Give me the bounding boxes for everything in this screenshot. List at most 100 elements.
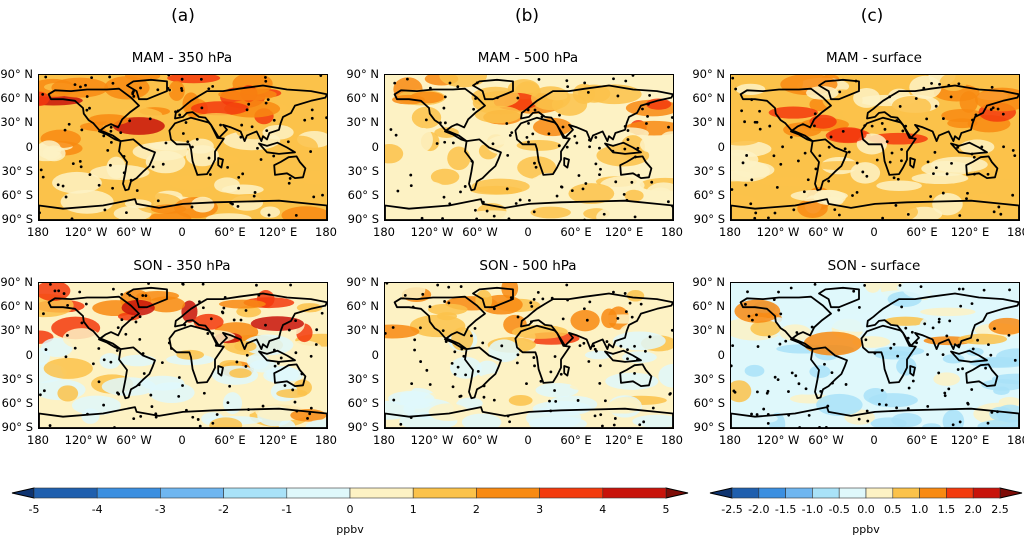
significance-dot [156, 88, 160, 92]
significance-dot [116, 391, 119, 395]
significance-dot [48, 424, 52, 427]
significance-dot [625, 198, 629, 202]
significance-dot [784, 339, 788, 343]
significance-dot [257, 293, 261, 297]
field-contour [828, 127, 867, 143]
significance-dot [64, 195, 68, 199]
colorbar-tick-label: -5 [28, 503, 40, 516]
significance-dot [561, 317, 565, 321]
significance-dot [599, 167, 602, 171]
significance-dot [773, 211, 777, 215]
significance-dot [139, 414, 143, 418]
field-contour [568, 183, 615, 205]
significance-dot [539, 379, 543, 383]
field-contour [516, 140, 561, 151]
field-contour [456, 397, 483, 409]
y-tick-label: 60° S [347, 187, 379, 202]
significance-dot [166, 86, 170, 90]
significance-dot [67, 122, 71, 126]
field-contour [281, 206, 327, 220]
field-contour [884, 75, 918, 86]
significance-dot [870, 124, 874, 128]
significance-dot [505, 122, 509, 125]
significance-dot [841, 129, 845, 133]
field-contour [803, 331, 862, 356]
coastline [126, 286, 168, 309]
significance-dot [111, 81, 115, 85]
significance-dot [500, 344, 504, 348]
significance-dot [1011, 193, 1015, 197]
significance-dot [528, 198, 531, 202]
significance-dot [555, 194, 559, 198]
significance-dot [476, 369, 480, 373]
y-tick-label: 30° S [1, 163, 33, 178]
significance-dot [475, 81, 479, 85]
field-contour [947, 118, 978, 129]
significance-dot [131, 92, 135, 96]
significance-dot [428, 305, 432, 309]
significance-dot [989, 353, 993, 357]
field-contour [781, 291, 822, 301]
significance-dot [932, 172, 935, 176]
significance-dot [950, 161, 953, 165]
colorbar-tick-label: 1.0 [910, 503, 929, 516]
colorbar-tick-label: -1 [281, 503, 293, 516]
y-tick-label: 90° N [0, 67, 33, 81]
colorbar-extend-high [999, 487, 1023, 499]
significance-dot [392, 398, 396, 402]
field-contour [918, 317, 937, 340]
significance-dot [833, 208, 837, 212]
significance-dot [997, 205, 1001, 209]
significance-dot [890, 151, 894, 155]
significance-dot [245, 108, 249, 112]
field-contour [660, 131, 673, 146]
significance-dot [914, 97, 918, 100]
significance-dot [148, 117, 152, 121]
significance-dot [755, 413, 759, 416]
significance-dot [626, 129, 630, 132]
significance-dot [611, 149, 615, 153]
panel-title: MAM - surface [826, 50, 922, 66]
field-contour [863, 388, 888, 404]
field-contour [942, 409, 965, 428]
significance-dot [956, 368, 960, 371]
field-contour [465, 210, 521, 220]
field-contour [218, 88, 277, 101]
significance-dot [592, 344, 596, 348]
colorbar-segment [602, 487, 667, 499]
x-tick-label: 60° E [560, 225, 592, 239]
significance-dot [750, 412, 753, 416]
significance-dot [435, 142, 439, 145]
field-contour [933, 372, 960, 386]
x-tick-label: 180 [315, 225, 337, 239]
field-contour [284, 340, 323, 358]
significance-dot [215, 413, 219, 416]
significance-dot [516, 96, 520, 100]
significance-dot [666, 200, 670, 204]
field-contour [181, 300, 198, 323]
significance-dot [267, 213, 271, 217]
significance-dot [553, 355, 557, 358]
significance-dot [447, 285, 451, 289]
significance-dot [428, 383, 432, 386]
significance-dot [633, 371, 636, 375]
significance-dot [779, 162, 783, 166]
significance-dot [536, 291, 540, 294]
significance-dot [754, 211, 758, 215]
significance-dot [622, 192, 626, 196]
significance-dot [1011, 149, 1015, 152]
significance-dot [198, 300, 201, 304]
significance-dot [492, 398, 496, 402]
significance-dot [134, 320, 138, 324]
significance-dot [420, 216, 424, 220]
significance-dot [319, 75, 323, 77]
significance-dot [66, 304, 69, 307]
significance-dot [261, 404, 265, 408]
x-tick-label: 180 [373, 225, 395, 239]
significance-dot [959, 304, 963, 308]
field-contour [958, 333, 1008, 345]
y-tick-label: 90° N [0, 275, 33, 289]
significance-dot [947, 387, 951, 391]
significance-dot [237, 186, 240, 190]
field-contour [632, 414, 673, 428]
